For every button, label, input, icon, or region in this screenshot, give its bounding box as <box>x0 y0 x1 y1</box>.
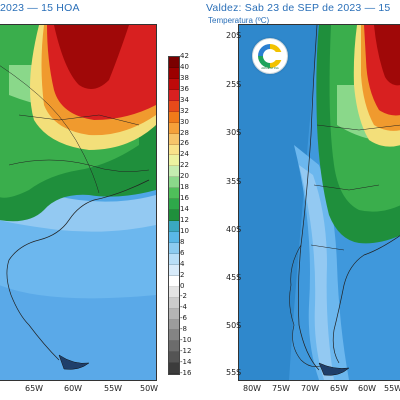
right-map-panel: Valdez: Sab 23 de SEP de 2023 — 15 Tempe… <box>206 0 400 400</box>
colorbar-cell <box>169 188 179 200</box>
left-xtick-65w: 65W <box>25 384 44 393</box>
right-ytick-35s: 35S <box>226 177 242 186</box>
right-map-graphic <box>239 25 400 380</box>
colorbar-label: -4 <box>180 303 187 312</box>
colorbar-label: 42 <box>180 52 189 60</box>
left-map-graphic <box>0 25 156 380</box>
colorbar-label: 36 <box>180 84 189 93</box>
right-ytick-40s: 40S <box>226 225 242 234</box>
right-ytick-25s: 25S <box>226 80 242 89</box>
colorbar-cell <box>169 155 179 167</box>
colorbar-cell <box>169 253 179 265</box>
logo-text: ARGENTINA <box>261 66 279 70</box>
colorbar-cell <box>169 330 179 342</box>
colorbar-cell <box>169 221 179 232</box>
colorbar-label: -10 <box>180 336 192 345</box>
colorbar-label: 34 <box>180 95 189 104</box>
colorbar-cell <box>169 78 179 90</box>
right-map-subtitle: Temperatura (ºC) <box>208 16 270 25</box>
colorbar-label: 16 <box>180 194 189 203</box>
colorbar-cell <box>169 199 179 211</box>
colorbar-labels: 42 40 38 36 34 32 30 28 26 24 22 20 18 16 14 12 10 8 6 4 2 0-… <box>180 52 198 377</box>
colorbar-label: 26 <box>180 139 189 148</box>
colorbar-cell <box>169 286 179 298</box>
left-temperature-map <box>0 24 157 381</box>
right-xtick-75w: 75W <box>272 384 291 393</box>
colorbar-cell <box>169 111 179 123</box>
colorbar-cell <box>169 297 179 309</box>
colorbar-label: -2 <box>180 292 187 301</box>
colorbar-cell <box>169 210 179 222</box>
colorbar-label: 12 <box>180 215 189 224</box>
colorbar-label: 2 <box>180 270 185 279</box>
colorbar-cell <box>169 232 179 243</box>
temperature-colorbar <box>168 56 180 375</box>
colorbar-label: 40 <box>180 62 189 71</box>
colorbar-cell <box>169 242 179 254</box>
colorbar-label: -8 <box>180 325 187 334</box>
colorbar-label: 24 <box>180 150 189 159</box>
left-xtick-55w: 55W <box>104 384 123 393</box>
left-xtick-50w: 50W <box>140 384 159 393</box>
colorbar-cell <box>169 308 179 320</box>
colorbar-label: 22 <box>180 161 189 170</box>
colorbar-label: 0 <box>180 281 185 290</box>
right-ytick-30s: 30S <box>226 128 242 137</box>
colorbar-label: -6 <box>180 314 187 323</box>
colorbar-cell <box>169 275 179 287</box>
colorbar-label: 8 <box>180 237 185 246</box>
colorbar-cell <box>169 341 179 353</box>
colorbar-cell <box>169 264 179 276</box>
colorbar-label: 30 <box>180 117 189 126</box>
colorbar-label: 28 <box>180 128 189 137</box>
organization-logo: ARGENTINA <box>252 38 288 74</box>
right-xtick-70w: 70W <box>301 384 320 393</box>
colorbar-label: 6 <box>180 248 185 257</box>
colorbar-cell <box>169 57 179 68</box>
colorbar-label: -12 <box>180 347 192 356</box>
colorbar-label: -14 <box>180 358 192 367</box>
right-map-title: Valdez: Sab 23 de SEP de 2023 — 15 <box>206 2 391 14</box>
colorbar-label: 20 <box>180 172 189 181</box>
right-xtick-65w: 65W <box>330 384 349 393</box>
colorbar-cell <box>169 177 179 189</box>
right-xtick-60w: 60W <box>358 384 377 393</box>
colorbar-cell <box>169 166 179 178</box>
colorbar-cell <box>169 363 179 375</box>
colorbar-label: 4 <box>180 259 185 268</box>
right-ytick-50s: 50S <box>226 321 242 330</box>
right-xtick-55w: 55W <box>384 384 400 393</box>
colorbar-cell <box>169 89 179 101</box>
colorbar-label: 18 <box>180 183 189 192</box>
right-xtick-80w: 80W <box>243 384 262 393</box>
right-ytick-20s: 20S <box>226 31 242 40</box>
colorbar-cell <box>169 133 179 145</box>
colorbar-cell <box>169 319 179 331</box>
right-ytick-45s: 45S <box>226 273 242 282</box>
colorbar-cell <box>169 122 179 134</box>
colorbar-label: -16 <box>180 369 192 377</box>
left-map-panel: 2023 — 15 HOA 42 40 38 36 34 32 30 28 <box>0 0 198 400</box>
left-map-title: 2023 — 15 HOA <box>0 2 80 14</box>
colorbar-label: 32 <box>180 106 189 115</box>
right-ytick-55s: 55S <box>226 368 242 377</box>
colorbar-cell <box>169 144 179 156</box>
colorbar-label: 10 <box>180 226 189 235</box>
colorbar-cell <box>169 67 179 79</box>
right-temperature-map <box>238 24 400 381</box>
colorbar-label: 38 <box>180 73 189 82</box>
colorbar-cell <box>169 100 179 112</box>
colorbar-label: 14 <box>180 205 189 214</box>
left-xtick-60w: 60W <box>64 384 83 393</box>
colorbar-cell <box>169 352 179 364</box>
